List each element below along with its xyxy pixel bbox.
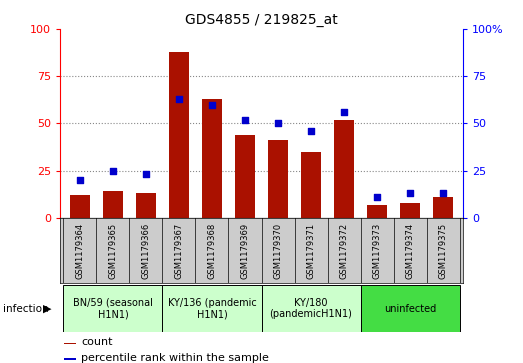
Bar bbox=[103, 191, 123, 218]
Bar bbox=[433, 197, 453, 218]
Text: BN/59 (seasonal
H1N1): BN/59 (seasonal H1N1) bbox=[73, 298, 153, 319]
Point bbox=[109, 168, 117, 174]
Text: GSM1179364: GSM1179364 bbox=[75, 223, 84, 278]
Point bbox=[175, 96, 183, 102]
Point bbox=[76, 177, 84, 183]
Text: KY/180
(pandemicH1N1): KY/180 (pandemicH1N1) bbox=[269, 298, 353, 319]
Bar bbox=[334, 120, 354, 218]
Point bbox=[439, 190, 447, 196]
Text: GSM1179370: GSM1179370 bbox=[274, 223, 282, 278]
Point bbox=[373, 194, 381, 200]
Text: GSM1179371: GSM1179371 bbox=[306, 223, 315, 278]
Text: uninfected: uninfected bbox=[384, 303, 436, 314]
Bar bbox=[367, 205, 387, 218]
Text: infection: infection bbox=[3, 303, 48, 314]
Bar bbox=[169, 52, 189, 218]
Text: GSM1179367: GSM1179367 bbox=[175, 223, 184, 278]
Bar bbox=[163, 285, 262, 332]
Bar bbox=[235, 135, 255, 218]
Bar bbox=[64, 358, 76, 360]
Point bbox=[274, 121, 282, 126]
Bar bbox=[136, 193, 156, 218]
Point bbox=[208, 102, 216, 107]
Text: percentile rank within the sample: percentile rank within the sample bbox=[81, 353, 269, 363]
Bar bbox=[262, 285, 360, 332]
Text: GSM1179369: GSM1179369 bbox=[241, 223, 249, 278]
Text: KY/136 (pandemic
H1N1): KY/136 (pandemic H1N1) bbox=[167, 298, 256, 319]
Bar bbox=[400, 203, 420, 218]
Point bbox=[241, 117, 249, 123]
Title: GDS4855 / 219825_at: GDS4855 / 219825_at bbox=[185, 13, 338, 26]
Bar bbox=[70, 195, 90, 218]
Point bbox=[340, 109, 348, 115]
Point bbox=[406, 190, 414, 196]
Bar bbox=[268, 140, 288, 218]
Bar bbox=[64, 343, 76, 344]
Text: GSM1179374: GSM1179374 bbox=[405, 223, 415, 278]
Text: GSM1179368: GSM1179368 bbox=[208, 223, 217, 278]
Text: ▶: ▶ bbox=[43, 303, 51, 314]
Point bbox=[142, 171, 150, 177]
Text: GSM1179375: GSM1179375 bbox=[439, 223, 448, 278]
Text: GSM1179365: GSM1179365 bbox=[108, 223, 118, 278]
Bar bbox=[301, 152, 321, 218]
Text: GSM1179372: GSM1179372 bbox=[339, 223, 348, 278]
Point bbox=[307, 128, 315, 134]
Text: count: count bbox=[81, 337, 112, 347]
Bar bbox=[202, 99, 222, 218]
Text: GSM1179366: GSM1179366 bbox=[141, 223, 151, 278]
Bar bbox=[360, 285, 460, 332]
Bar bbox=[63, 285, 163, 332]
Text: GSM1179373: GSM1179373 bbox=[372, 223, 382, 278]
